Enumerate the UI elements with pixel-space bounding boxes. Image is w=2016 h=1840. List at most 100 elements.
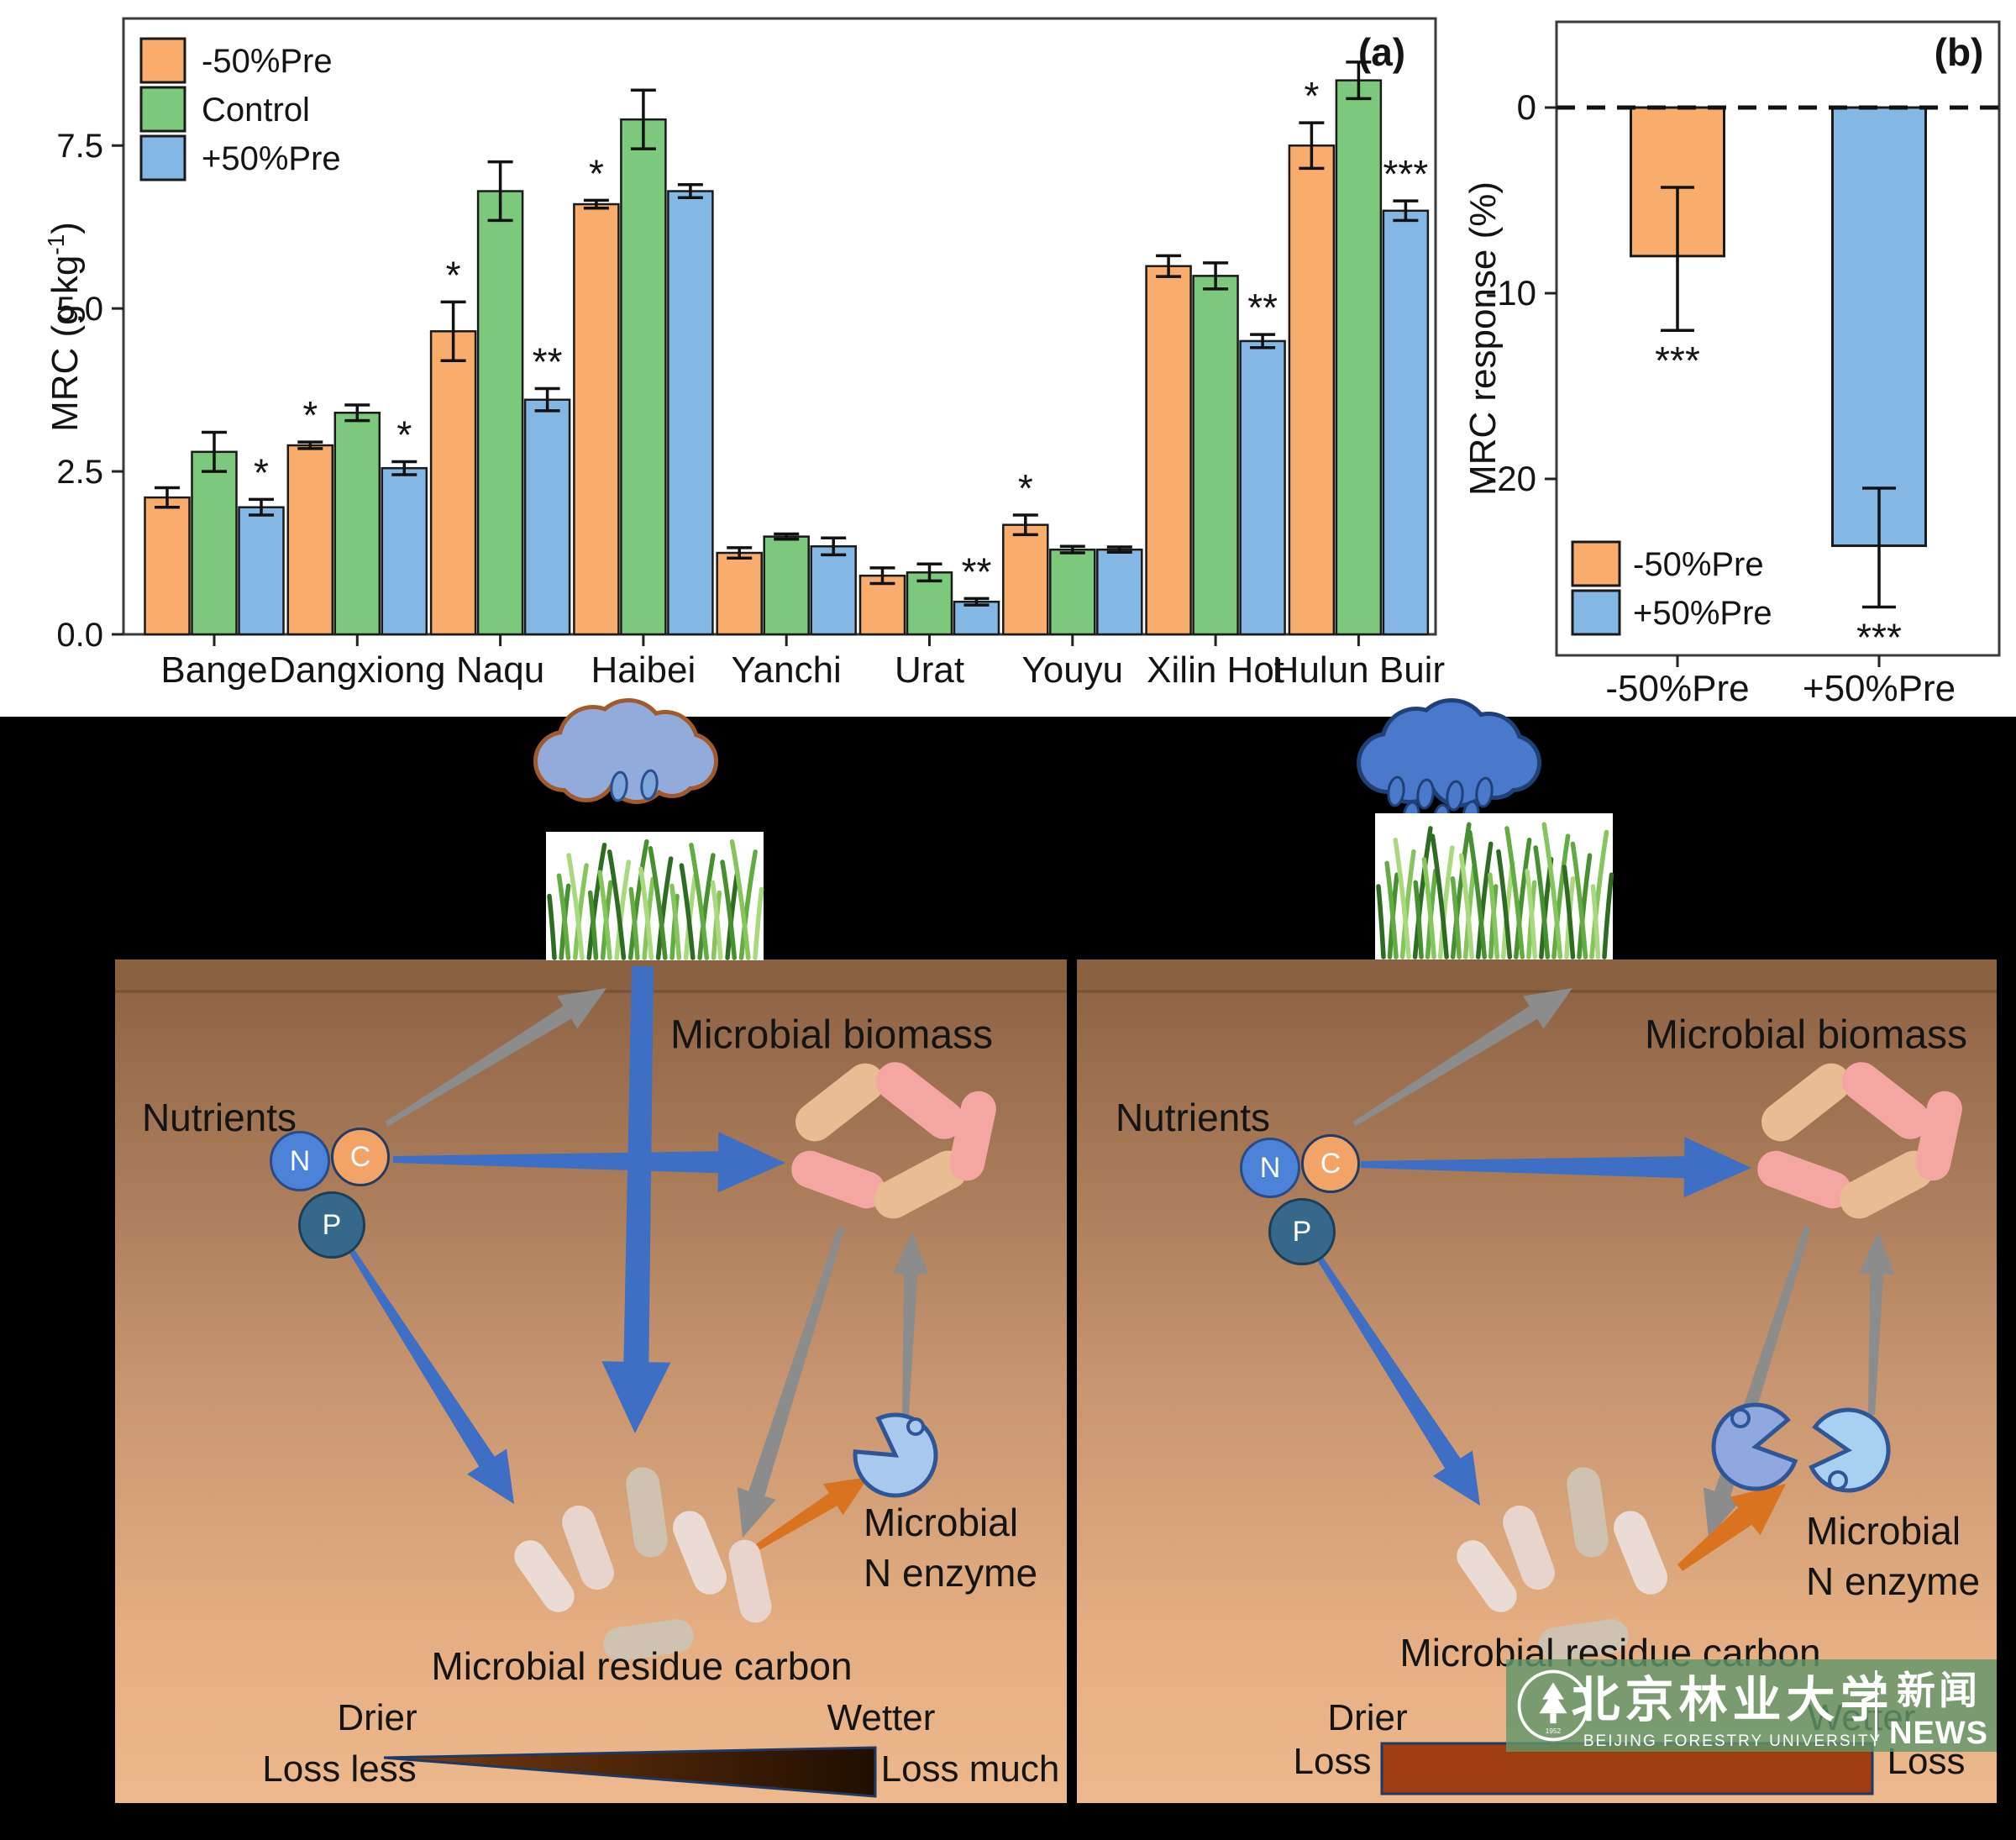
biomass-microbe [1757, 1150, 1851, 1209]
bar-Youyu--50%Pre [1002, 523, 1049, 636]
left-arrow-residue-to-enzyme [739, 1477, 869, 1560]
raindrop [1416, 778, 1435, 810]
right-p-letter: P [1292, 1215, 1312, 1248]
y-tick-label: 0.0 [56, 617, 103, 654]
legend-swatch-+50%Pre [1571, 589, 1621, 636]
residue-microbe [1567, 1467, 1609, 1558]
left-enzyme-label: Microbial N enzyme [864, 1497, 1037, 1598]
left-arrow-nutrients-to-plant [385, 988, 606, 1127]
right-n-letter: N [1259, 1151, 1281, 1184]
legend-label: +50%Pre [202, 140, 341, 177]
bar-Xilin Hot--50%Pre [1145, 265, 1192, 636]
left-enzyme-line1: Microbial [864, 1501, 1019, 1544]
residue-microbe [603, 1619, 694, 1661]
bfu-name-block: 北京林业大学 BEIJING FORESTRY UNIVERSITY [1572, 1660, 1889, 1751]
left-arrow-p-to-residue [337, 1230, 514, 1504]
right-enzyme-label: Microbial N enzyme [1806, 1506, 1980, 1606]
enzyme-dot [1828, 1470, 1848, 1490]
right-arrow-residue-to-enzyme [1677, 1484, 1786, 1571]
y-tick-label: -20 [1485, 459, 1536, 498]
residue-microbe [1503, 1505, 1555, 1590]
significance-marker: *** [1655, 339, 1700, 382]
right-loss-bar [1380, 1742, 1874, 1795]
x-category-label: -50%Pre [1605, 668, 1749, 709]
x-category-label: Urat [895, 649, 964, 691]
bar-Hulun Buir-+50%Pre [1382, 209, 1430, 636]
significance-marker: ** [1247, 286, 1278, 329]
wet-grass-image [1375, 813, 1614, 959]
bar-Dangxiong--50%Pre [286, 444, 334, 636]
significance-marker: * [589, 151, 604, 195]
bar-Youyu-+50%Pre [1096, 548, 1143, 636]
x-category-label: Yanchi [732, 649, 842, 691]
right-enzyme-line1: Microbial [1806, 1509, 1961, 1553]
left-wetter-label: Wetter [827, 1697, 936, 1738]
bar-Urat-+50%Pre [953, 600, 1000, 636]
significance-marker: * [254, 450, 269, 494]
biomass-microbe [1915, 1091, 1962, 1181]
raindrop [1446, 780, 1464, 812]
right-drier-label: Drier [1327, 1697, 1408, 1738]
bar-Haibei-+50%Pre [667, 190, 714, 636]
left-drier-label: Drier [337, 1697, 417, 1738]
chart-a-y-axis-title: MRC (g kg-1) [43, 222, 86, 432]
left-n-letter: N [289, 1144, 311, 1177]
left-loss-gradient-wedge [383, 1746, 877, 1798]
significance-marker: *** [1856, 615, 1902, 659]
legend-swatch-+50%Pre [139, 134, 186, 181]
left-soil-surface [115, 959, 1067, 991]
right-enzyme-line2: N enzyme [1806, 1559, 1981, 1603]
svg-text:1952: 1952 [1546, 1727, 1562, 1735]
bar-Bange-Control [191, 450, 238, 636]
residue-microbe [1538, 1619, 1629, 1661]
left-arrow-biomass-to-residue [737, 1225, 845, 1538]
x-category-label: Naqu [456, 649, 544, 691]
watermark-divider [1875, 1670, 1877, 1741]
right-arrow-nutrients-to-biomass [1361, 1137, 1751, 1198]
x-category-label: +50%Pre [1803, 668, 1956, 709]
right-loss-left-label: Loss [1293, 1741, 1372, 1782]
legend-swatch-Control [139, 86, 186, 133]
x-category-label: Bange [160, 649, 267, 691]
bar-Yanchi-+50%Pre [810, 545, 857, 636]
left-biomass-label: Microbial biomass [669, 1012, 994, 1058]
left-carbon-icon: C [331, 1128, 390, 1186]
y-tick-label: 0 [1517, 87, 1536, 127]
enzyme-dot [906, 1417, 925, 1436]
left-loss-much-label: Loss much [880, 1748, 1060, 1790]
biomass-microbe [874, 1150, 968, 1219]
significance-marker: * [1018, 466, 1033, 510]
right-arrow-p-to-residue [1301, 1232, 1480, 1506]
x-category-label: Hulun Buir [1273, 649, 1445, 691]
y-tick-label: 5.0 [56, 291, 103, 328]
residue-microbe [1614, 1511, 1667, 1595]
bar-Dangxiong-+50%Pre [381, 466, 428, 636]
left-nutrients-label: Nutrients [141, 1096, 297, 1139]
left-residue-label: Microbial residue carbon [431, 1644, 853, 1688]
raindrop [1475, 776, 1494, 808]
legend-label: -50%Pre [202, 43, 333, 80]
chart-b-y-axis-title: MRC response (%) [1462, 181, 1504, 496]
panel-b-label: (b) [1935, 30, 1984, 74]
significance-marker: *** [1383, 152, 1429, 196]
legend-label: +50%Pre [1633, 595, 1772, 632]
significance-marker: * [1304, 74, 1319, 118]
biomass-microbe [949, 1091, 996, 1181]
legend-swatch--50%Pre [139, 37, 186, 84]
raindrop [640, 769, 659, 801]
left-arrow-nutrients-to-biomass [393, 1132, 785, 1193]
left-arrow-enzyme-to-biomass [893, 1232, 929, 1416]
significance-marker: * [396, 413, 412, 456]
y-tick-label: -10 [1485, 273, 1536, 313]
news-block: 新闻 NEWS [1889, 1660, 1988, 1752]
bar-Naqu-+50%Pre [523, 398, 571, 636]
left-nitrogen-icon: N [270, 1131, 330, 1191]
bar-Hulun Buir--50%Pre [1288, 144, 1336, 636]
bar-Naqu-Control [476, 190, 524, 636]
significance-marker: * [302, 393, 318, 437]
x-category-label: Haibei [591, 649, 696, 691]
x-category-label: Dangxiong [269, 649, 445, 691]
x-category-label: Youyu [1021, 649, 1123, 691]
right-soil-surface [1077, 959, 1997, 991]
charts-section: 0.0 2.5 5.0 7.5 MRC (g kg-1) Bange * Dangxiong *… [0, 0, 2016, 717]
